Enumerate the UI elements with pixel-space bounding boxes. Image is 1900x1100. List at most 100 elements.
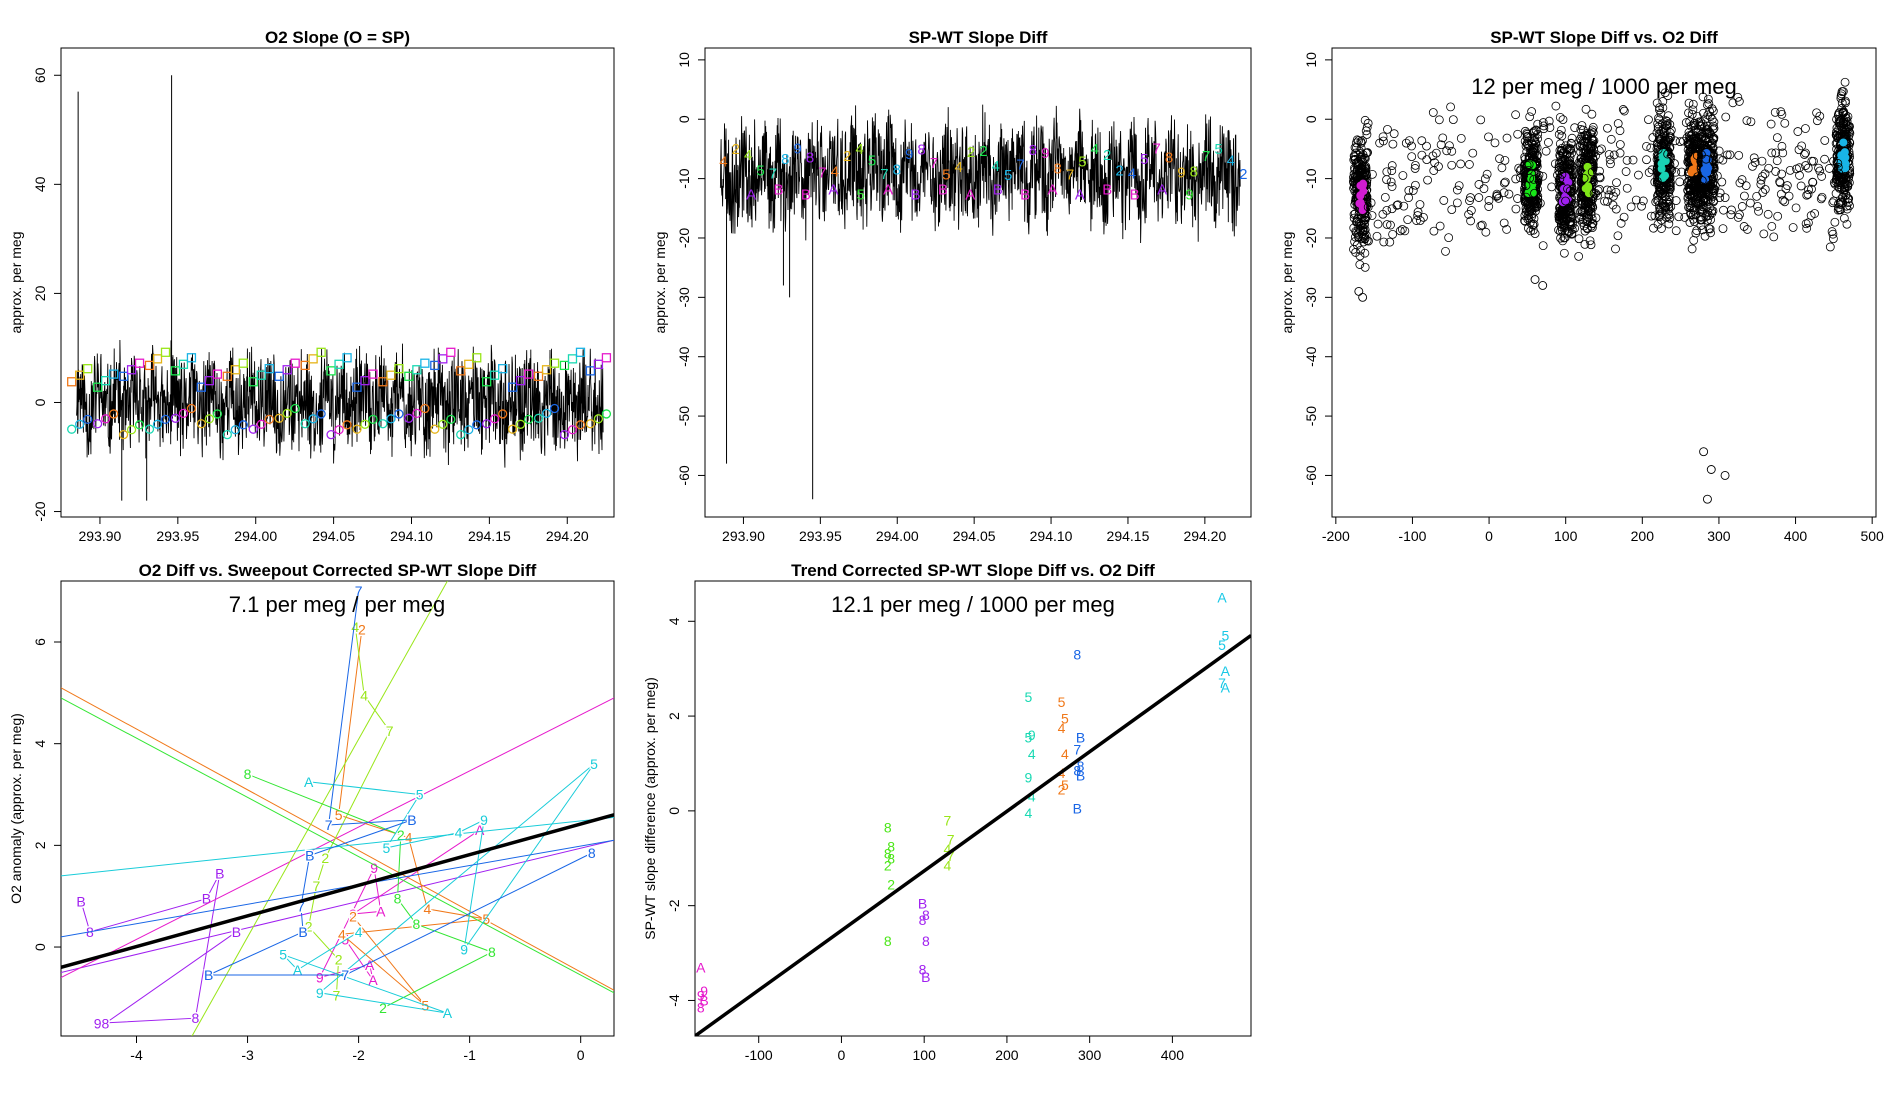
upper-square-marker bbox=[300, 360, 310, 371]
data-point bbox=[1499, 218, 1509, 228]
data-point bbox=[1567, 225, 1577, 234]
data-point bbox=[1634, 170, 1643, 180]
data-point bbox=[1699, 108, 1708, 118]
y-tick-label: 2 bbox=[666, 712, 682, 720]
point-label: 8 bbox=[588, 845, 596, 861]
data-point bbox=[1706, 228, 1715, 238]
data-point bbox=[1555, 150, 1565, 160]
data-point bbox=[1531, 206, 1540, 216]
data-point bbox=[1576, 147, 1585, 157]
data-point bbox=[1775, 177, 1785, 187]
point-label: 8 bbox=[887, 838, 895, 854]
data-point bbox=[1351, 176, 1360, 186]
data-point bbox=[1490, 138, 1500, 148]
data-point bbox=[1350, 143, 1360, 153]
slope-annotation: 12.1 per meg / 1000 per meg bbox=[831, 592, 1115, 617]
data-point bbox=[1360, 233, 1370, 243]
data-point bbox=[1626, 202, 1636, 212]
point-label: 2 bbox=[884, 857, 892, 873]
data-point bbox=[1828, 198, 1838, 208]
data-point bbox=[1354, 136, 1363, 146]
data-point bbox=[1835, 178, 1845, 187]
x-tick-label: -200 bbox=[1322, 528, 1350, 544]
cycle-label: 8 bbox=[917, 142, 925, 159]
data-point bbox=[1801, 161, 1810, 170]
cycle-label: 7 bbox=[1066, 166, 1074, 183]
lower-circle-marker bbox=[186, 403, 197, 414]
data-point bbox=[1812, 116, 1822, 126]
data-point bbox=[1664, 111, 1673, 121]
data-point bbox=[1362, 130, 1372, 139]
data-point bbox=[1689, 214, 1698, 224]
data-point bbox=[1619, 106, 1629, 116]
data-point bbox=[1587, 109, 1597, 119]
data-point bbox=[1524, 207, 1533, 217]
data-cluster bbox=[1696, 92, 1719, 241]
lower-circle-marker bbox=[523, 414, 534, 425]
data-point bbox=[1446, 102, 1455, 112]
data-point bbox=[1652, 176, 1662, 186]
cycle-label: 4 bbox=[1227, 152, 1235, 169]
data-point bbox=[1734, 150, 1744, 160]
data-point bbox=[1697, 176, 1707, 185]
data-point bbox=[1468, 148, 1478, 158]
upper-square-marker bbox=[438, 354, 448, 364]
y-axis-label: approx. per meg bbox=[1279, 232, 1295, 334]
lower-circle-marker bbox=[533, 413, 544, 423]
series-fit-line bbox=[61, 839, 614, 973]
point-label: 2 bbox=[887, 876, 895, 892]
data-point bbox=[1415, 200, 1425, 209]
data-point bbox=[1539, 124, 1549, 134]
data-point bbox=[1452, 185, 1462, 195]
lower-circle-marker bbox=[438, 419, 448, 429]
point-label: 4 bbox=[351, 619, 359, 635]
cycle-label-lower: B bbox=[801, 186, 811, 203]
data-point bbox=[1820, 136, 1830, 145]
point-label: 8 bbox=[412, 916, 420, 932]
data-point bbox=[1801, 219, 1811, 229]
data-point bbox=[1657, 119, 1667, 128]
lower-circle-marker bbox=[118, 430, 129, 440]
data-point bbox=[1502, 225, 1512, 234]
lower-circle-marker bbox=[300, 419, 310, 429]
data-point bbox=[1619, 212, 1629, 222]
data-point bbox=[1692, 151, 1702, 160]
data-point bbox=[1545, 123, 1555, 132]
data-point bbox=[1515, 166, 1525, 176]
point-label: 8 bbox=[394, 891, 402, 907]
data-point bbox=[1685, 117, 1695, 126]
data-point bbox=[1679, 136, 1688, 146]
cycle-label: 8 bbox=[781, 151, 789, 168]
cluster-mean-marker bbox=[1355, 199, 1364, 208]
lower-circle-marker bbox=[456, 430, 466, 440]
point-label: 7 bbox=[1218, 675, 1226, 691]
data-point bbox=[1452, 198, 1462, 208]
data-point bbox=[1554, 225, 1563, 235]
series-connector bbox=[282, 763, 595, 1014]
x-tick-label: 294.10 bbox=[390, 528, 433, 544]
data-point bbox=[1583, 203, 1593, 213]
point-group: 5544452 bbox=[1058, 694, 1069, 798]
data-cluster bbox=[1575, 109, 1599, 250]
y-tick-label: -50 bbox=[676, 406, 692, 426]
point-label: 9 bbox=[480, 812, 488, 828]
data-point bbox=[1415, 216, 1425, 225]
data-point bbox=[1759, 229, 1769, 239]
data-point bbox=[1735, 210, 1744, 220]
data-point bbox=[1577, 212, 1587, 222]
data-point bbox=[1780, 118, 1790, 128]
data-point bbox=[1479, 184, 1489, 194]
data-point bbox=[1832, 114, 1841, 124]
upper-square-marker bbox=[134, 358, 145, 368]
lower-circle-marker bbox=[342, 420, 352, 430]
lower-circle-marker bbox=[541, 408, 552, 419]
lower-circle-marker bbox=[368, 414, 378, 425]
data-point bbox=[1696, 206, 1706, 216]
data-point bbox=[1557, 149, 1567, 159]
upper-square-marker bbox=[282, 365, 292, 375]
cycle-label: 4 bbox=[954, 159, 962, 176]
data-point bbox=[1615, 126, 1625, 136]
data-point bbox=[1373, 219, 1383, 229]
data-point bbox=[1559, 248, 1569, 258]
